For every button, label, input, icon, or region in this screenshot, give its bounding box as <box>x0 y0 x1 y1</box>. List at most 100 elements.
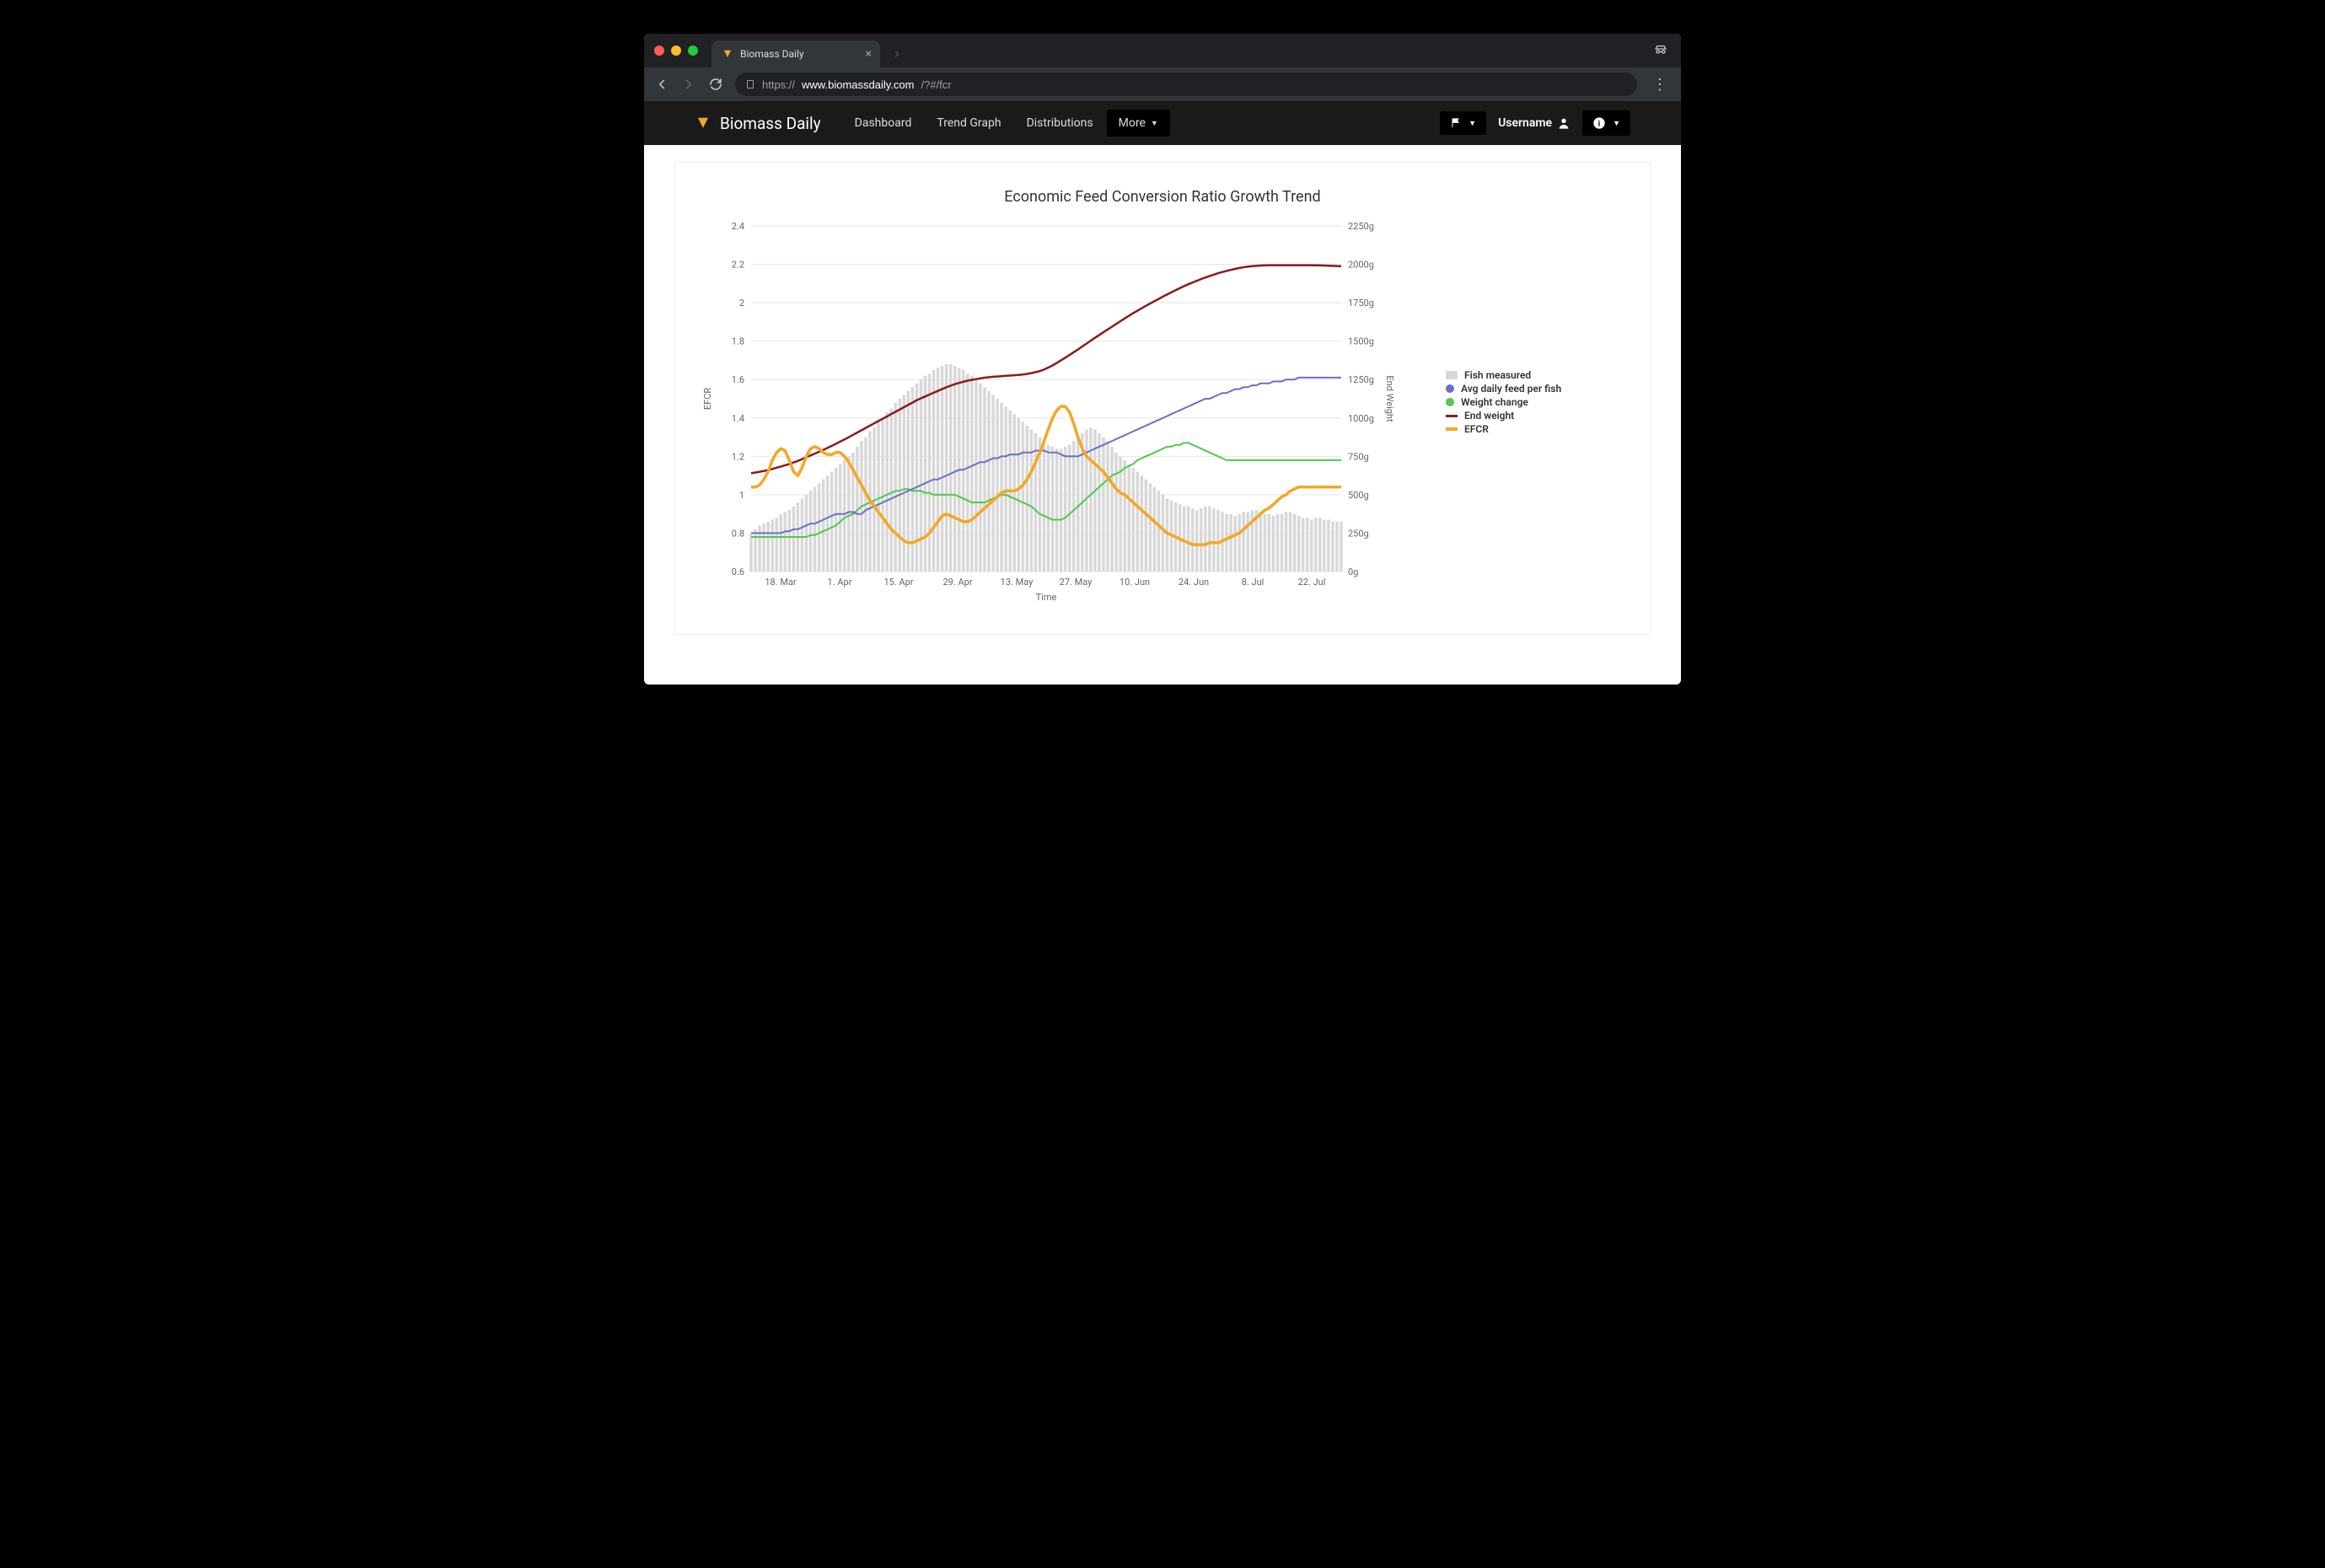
window-maximize-button[interactable] <box>688 46 698 56</box>
svg-text:500g: 500g <box>1348 490 1369 501</box>
legend-swatch <box>1446 371 1458 379</box>
svg-text:i: i <box>1598 119 1600 128</box>
legend-label: Weight change <box>1461 396 1528 408</box>
svg-text:1.4: 1.4 <box>732 413 744 424</box>
tab-bar: Biomass Daily × <box>644 34 1681 67</box>
url-path: /?#/fcr <box>921 78 951 91</box>
svg-text:2000g: 2000g <box>1348 260 1374 271</box>
app-header: Biomass Daily Dashboard Trend Graph Dist… <box>644 101 1681 145</box>
svg-text:0.8: 0.8 <box>732 528 744 539</box>
svg-text:18. Mar: 18. Mar <box>765 577 797 588</box>
svg-text:1750g: 1750g <box>1348 298 1374 309</box>
legend-item[interactable]: EFCR <box>1446 423 1561 435</box>
flag-icon <box>1450 117 1462 129</box>
window-minimize-button[interactable] <box>671 46 681 56</box>
window-close-button[interactable] <box>654 46 664 56</box>
nav-label: Distributions <box>1027 116 1093 130</box>
svg-text:1.6: 1.6 <box>732 374 744 385</box>
flag-menu-button[interactable]: ▼ <box>1440 111 1486 135</box>
legend-item[interactable]: End weight <box>1446 410 1561 422</box>
chart-legend: Fish measured Avg daily feed per fishWeig… <box>1426 217 1561 617</box>
svg-text:Time: Time <box>1036 592 1057 603</box>
window-controls <box>654 46 698 56</box>
browser-tab[interactable]: Biomass Daily × <box>711 40 880 67</box>
nav-dashboard[interactable]: Dashboard <box>843 110 924 137</box>
brand-logo-icon <box>695 115 711 132</box>
url-host: www.biomassdaily.com <box>802 78 914 91</box>
svg-text:EFCR: EFCR <box>702 388 713 410</box>
browser-window: Biomass Daily × https:// www.biomassdaily… <box>644 34 1681 685</box>
favicon-icon <box>722 48 733 60</box>
info-menu-button[interactable]: i ▼ <box>1582 110 1630 136</box>
chart-card: Economic Feed Conversion Ratio Growth Tr… <box>674 162 1651 635</box>
legend-swatch <box>1446 427 1458 431</box>
svg-text:1. Apr: 1. Apr <box>828 577 852 588</box>
nav-links: Dashboard Trend Graph Distributions More… <box>843 110 1170 137</box>
tab-close-button[interactable]: × <box>866 47 872 61</box>
brand-title: Biomass Daily <box>720 114 821 133</box>
chart-plot: 0.6 0.8 1 1.2 1.4 1.6 1.8 2 2.2 2.4 0g 250g 500g 750g… <box>692 217 1426 617</box>
svg-text:2.4: 2.4 <box>732 221 744 232</box>
svg-text:1500g: 1500g <box>1348 336 1374 347</box>
legend-label: Avg daily feed per fish <box>1461 383 1561 395</box>
svg-text:1.8: 1.8 <box>732 336 744 347</box>
svg-text:27. May: 27. May <box>1060 577 1093 588</box>
svg-text:2: 2 <box>739 298 744 309</box>
svg-text:29. Apr: 29. Apr <box>942 577 972 588</box>
nav-more[interactable]: More▼ <box>1107 110 1170 137</box>
user-icon <box>1557 116 1571 130</box>
browser-menu-button[interactable]: ⋮ <box>1649 76 1671 94</box>
svg-text:22. Jul: 22. Jul <box>1298 577 1326 588</box>
username-label: Username <box>1498 116 1552 130</box>
info-icon: i <box>1592 116 1606 130</box>
svg-text:0g: 0g <box>1348 567 1358 577</box>
new-tab-button[interactable] <box>887 44 907 64</box>
svg-text:2.2: 2.2 <box>732 260 744 271</box>
reload-button[interactable] <box>708 77 723 92</box>
address-bar: https:// www.biomassdaily.com /?#/fcr ⋮ <box>644 67 1681 101</box>
url-scheme: https:// <box>762 78 795 91</box>
nav-distributions[interactable]: Distributions <box>1015 110 1105 137</box>
svg-text:0.6: 0.6 <box>732 567 744 577</box>
caret-down-icon: ▼ <box>1469 119 1476 128</box>
nav-trend-graph[interactable]: Trend Graph <box>925 110 1012 137</box>
legend-label: End weight <box>1464 410 1514 422</box>
chevron-right-icon <box>892 49 902 59</box>
legend-label: Fish measured <box>1464 369 1531 381</box>
svg-text:1000g: 1000g <box>1348 413 1374 424</box>
legend-swatch <box>1446 384 1454 393</box>
svg-text:15. Apr: 15. Apr <box>883 577 913 588</box>
nav-label: Dashboard <box>855 116 912 130</box>
page-content: Economic Feed Conversion Ratio Growth Tr… <box>644 145 1681 685</box>
nav-label: Trend Graph <box>937 116 1001 130</box>
page-icon <box>745 79 755 89</box>
caret-down-icon: ▼ <box>1613 119 1620 128</box>
svg-text:8. Jul: 8. Jul <box>1242 577 1265 588</box>
username-menu[interactable]: Username <box>1498 116 1571 130</box>
svg-text:2250g: 2250g <box>1348 221 1374 232</box>
legend-swatch <box>1446 415 1458 417</box>
svg-text:1.2: 1.2 <box>732 451 744 462</box>
svg-text:13. May: 13. May <box>1001 577 1034 588</box>
svg-text:250g: 250g <box>1348 528 1369 539</box>
svg-text:1: 1 <box>739 490 744 501</box>
svg-text:1250g: 1250g <box>1348 374 1374 385</box>
tab-title: Biomass Daily <box>740 48 804 60</box>
legend-item[interactable]: Weight change <box>1446 396 1561 408</box>
chart-title: Economic Feed Conversion Ratio Growth Tr… <box>692 188 1633 206</box>
svg-text:750g: 750g <box>1348 451 1369 462</box>
legend-label: EFCR <box>1464 423 1489 435</box>
svg-text:End Weight: End Weight <box>1384 375 1395 422</box>
back-button[interactable] <box>654 77 669 92</box>
incognito-icon <box>1652 40 1669 61</box>
forward-button[interactable] <box>681 77 696 92</box>
brand[interactable]: Biomass Daily <box>695 114 821 133</box>
svg-text:24. Jun: 24. Jun <box>1179 577 1209 588</box>
svg-text:10. Jun: 10. Jun <box>1120 577 1150 588</box>
legend-item[interactable]: Fish measured <box>1446 369 1561 381</box>
header-right: ▼ Username i ▼ <box>1440 110 1630 136</box>
legend-swatch <box>1446 398 1454 406</box>
url-input[interactable]: https:// www.biomassdaily.com /?#/fcr <box>735 72 1637 96</box>
caret-down-icon: ▼ <box>1151 119 1158 128</box>
legend-item[interactable]: Avg daily feed per fish <box>1446 383 1561 395</box>
